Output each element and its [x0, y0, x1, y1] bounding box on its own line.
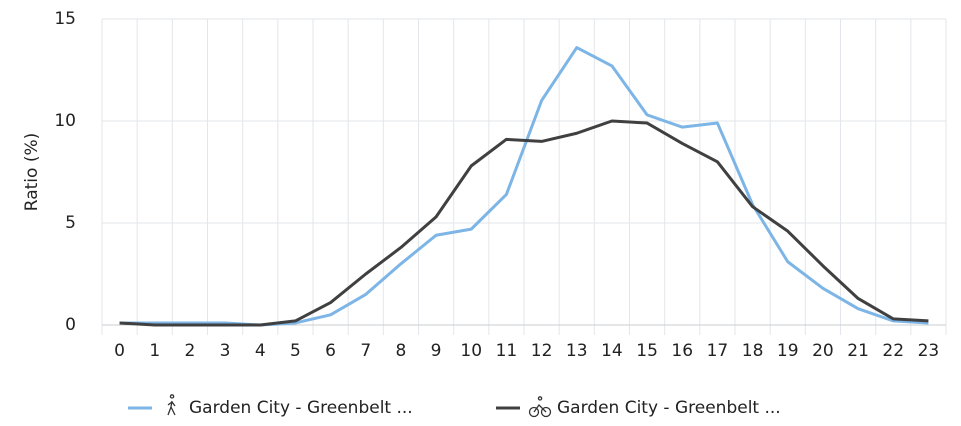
- legend-icon-wheel: [540, 406, 552, 418]
- x-tick-label: 23: [918, 341, 940, 361]
- x-tick-label: 10: [460, 341, 482, 361]
- x-tick-label: 20: [812, 341, 834, 361]
- legend-icon-walk: [167, 394, 176, 416]
- x-tick-label: 12: [531, 341, 553, 361]
- x-tick-label: 15: [636, 341, 658, 361]
- legend-icon-frame: [533, 396, 547, 413]
- x-tick-label: 18: [742, 341, 764, 361]
- x-tick-label: 11: [496, 341, 518, 361]
- y-tick-label: 15: [54, 9, 76, 29]
- x-tick-label: 6: [325, 341, 336, 361]
- x-tick-label: 8: [396, 341, 407, 361]
- x-tick-label: 14: [601, 341, 623, 361]
- x-tick-label: 19: [777, 341, 799, 361]
- x-tick-label: 5: [290, 341, 301, 361]
- x-tick-label: 0: [114, 341, 125, 361]
- y-tick-label: 5: [65, 213, 76, 233]
- y-tick-label: 0: [65, 315, 76, 335]
- x-tick-label: 13: [566, 341, 588, 361]
- x-tick-label: 7: [360, 341, 371, 361]
- x-tick-label: 9: [431, 341, 442, 361]
- x-tick-label: 2: [185, 341, 196, 361]
- legend-label: Garden City - Greenbelt ...: [189, 398, 413, 418]
- line: [119, 119, 929, 327]
- y-axis-label: Ratio (%): [22, 133, 42, 211]
- x-tick-label: 16: [671, 341, 693, 361]
- x-tick-label: 17: [707, 341, 729, 361]
- x-tick-label: 1: [149, 341, 160, 361]
- x-tick-label: 3: [220, 341, 231, 361]
- y-tick-label: 10: [54, 111, 76, 131]
- legend-label: Garden City - Greenbelt ...: [557, 398, 781, 418]
- x-tick-label: 21: [847, 341, 869, 361]
- x-tick-label: 4: [255, 341, 266, 361]
- legend-icon-wheel: [528, 406, 540, 418]
- x-tick-label: 22: [882, 341, 904, 361]
